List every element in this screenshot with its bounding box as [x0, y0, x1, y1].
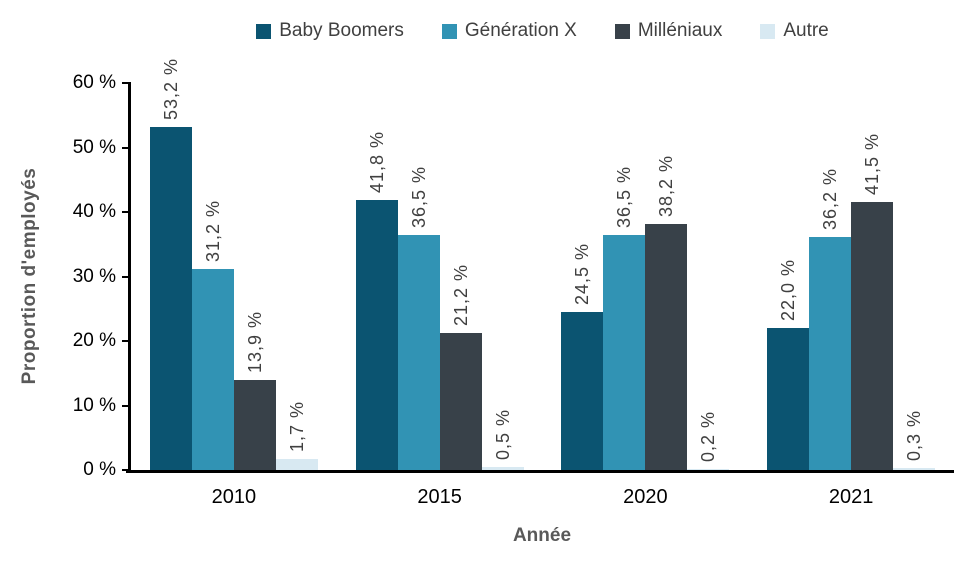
legend-label: Milléniaux	[637, 20, 723, 41]
y-axis-tick	[122, 275, 131, 278]
legend-label: Baby Boomers	[279, 20, 404, 41]
legend-item-baby-boomers: Baby Boomers	[256, 20, 404, 42]
bar-autre-2021	[893, 468, 936, 470]
bar-value-label: 31,2 %	[202, 199, 223, 262]
bar-generation-x-2010	[191, 268, 234, 470]
bar-milleniaux-2021	[851, 202, 894, 470]
x-axis-label-2010: 2010	[211, 486, 257, 508]
y-axis-tick-label: 60 %	[72, 72, 116, 93]
bar-autre-2010	[275, 459, 318, 470]
legend-label: Autre	[783, 20, 829, 41]
y-axis-title: Proportion d'employés	[19, 167, 40, 385]
bar-generation-x-2020	[603, 234, 646, 470]
bar-baby-boomers-2021	[767, 328, 810, 470]
bar-value-label: 24,5 %	[572, 242, 593, 305]
legend-swatch-icon	[760, 23, 776, 39]
y-axis-line	[128, 83, 131, 473]
y-axis-tick-label: 30 %	[72, 265, 116, 287]
x-axis-label-2021: 2021	[828, 486, 874, 508]
chart-legend: Baby Boomers Génération X Milléniaux Autre	[131, 20, 954, 42]
legend-swatch-icon	[614, 23, 630, 39]
bar-value-label: 22,0 %	[778, 259, 799, 322]
bar-baby-boomers-2015	[355, 200, 398, 470]
bar-value-label: 53,2 %	[160, 57, 181, 120]
bar-value-label: 41,8 %	[366, 131, 387, 194]
y-axis-tick	[122, 404, 131, 407]
bar-value-label: 36,2 %	[820, 167, 841, 230]
bar-baby-boomers-2020	[561, 311, 604, 470]
y-axis-tick	[122, 211, 131, 213]
legend-swatch-icon	[441, 23, 457, 39]
bar-value-label: 13,9 %	[244, 311, 265, 374]
bar-value-label: 36,5 %	[614, 165, 635, 228]
x-axis-label-2015: 2015	[417, 486, 462, 508]
bar-autre-2015	[481, 466, 524, 470]
y-axis-tick	[122, 340, 131, 342]
legend-swatch-icon	[256, 23, 272, 39]
legend-item-milleniaux: Milléniaux	[614, 20, 723, 42]
y-axis-tick	[122, 146, 131, 149]
bar-value-label: 41,5 %	[862, 133, 883, 196]
bar-value-label: 21,2 %	[450, 264, 471, 327]
x-axis-line	[126, 470, 954, 473]
bar-milleniaux-2010	[233, 380, 276, 470]
y-axis-tick-label: 40 %	[72, 201, 116, 222]
legend-label: Génération X	[464, 20, 577, 41]
bar-milleniaux-2015	[439, 333, 482, 470]
legend-item-generation-x: Génération X	[441, 20, 577, 42]
y-axis-tick	[122, 82, 131, 84]
bar-value-label: 1,7 %	[286, 401, 307, 453]
y-axis-tick-label: 50 %	[72, 136, 116, 158]
bar-generation-x-2015	[397, 234, 440, 470]
bar-baby-boomers-2010	[149, 126, 192, 470]
x-axis-label-2020: 2020	[623, 486, 668, 508]
bar-value-label: 0,2 %	[698, 410, 719, 462]
bar-generation-x-2021	[809, 236, 852, 470]
bar-autre-2020	[687, 468, 730, 470]
bar-value-label: 38,2 %	[656, 154, 677, 217]
legend-item-autre: Autre	[760, 20, 829, 42]
y-axis-tick-label: 10 %	[72, 394, 116, 416]
bar-milleniaux-2020	[645, 223, 688, 470]
bar-value-label: 0,3 %	[904, 410, 925, 462]
y-axis-tick-label: 20 %	[72, 330, 116, 351]
bar-value-label: 36,5 %	[408, 165, 429, 228]
bar-value-label: 0,5 %	[492, 408, 513, 460]
y-axis-tick-label: 0 %	[83, 459, 116, 480]
x-axis-title: Année	[512, 525, 572, 546]
